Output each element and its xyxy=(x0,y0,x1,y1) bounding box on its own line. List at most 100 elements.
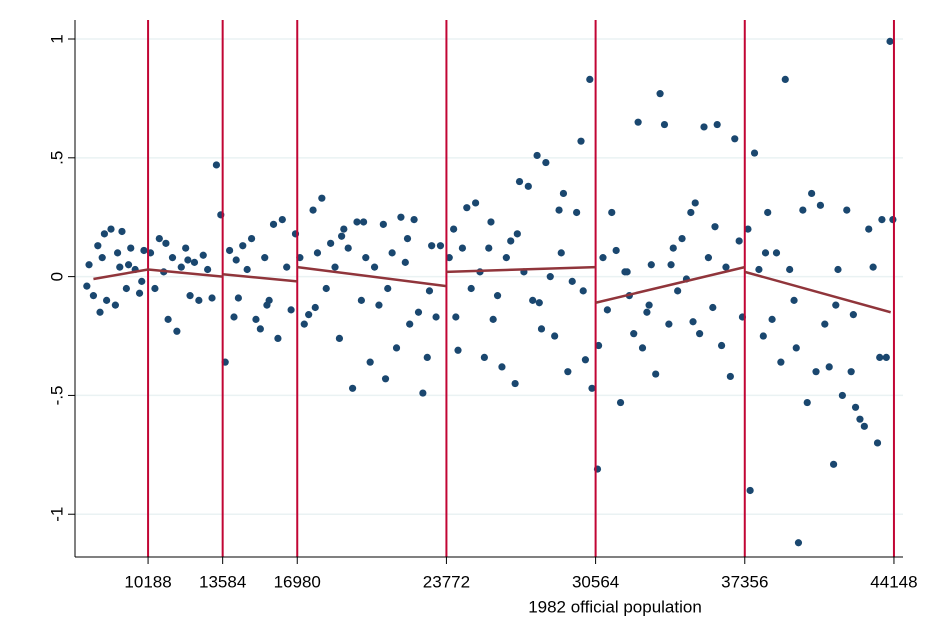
point xyxy=(665,320,673,328)
point xyxy=(261,254,269,262)
point xyxy=(555,206,563,214)
point xyxy=(239,242,247,250)
point xyxy=(735,237,743,245)
point xyxy=(168,254,177,262)
fit-line xyxy=(93,268,149,281)
y-tick-label: -1 xyxy=(47,507,66,522)
point xyxy=(381,375,390,383)
point xyxy=(140,246,148,255)
point xyxy=(103,296,111,304)
point xyxy=(750,149,759,157)
point xyxy=(98,254,106,262)
point xyxy=(608,208,616,217)
point xyxy=(744,225,752,233)
point xyxy=(599,254,607,262)
y-tick-label: .5 xyxy=(47,151,66,165)
point xyxy=(410,215,418,224)
point xyxy=(487,218,495,226)
point xyxy=(546,273,554,281)
point xyxy=(799,206,807,214)
point xyxy=(623,268,631,276)
point xyxy=(230,313,238,321)
point xyxy=(513,230,521,238)
point xyxy=(581,356,590,364)
point xyxy=(573,208,581,217)
point xyxy=(704,254,713,262)
point xyxy=(463,204,471,212)
point xyxy=(116,263,124,271)
point xyxy=(832,301,840,309)
point xyxy=(331,263,339,271)
x-axis-label: 1982 official population xyxy=(528,597,702,616)
point xyxy=(498,363,506,371)
point xyxy=(113,249,122,257)
point xyxy=(138,277,146,285)
point xyxy=(122,284,130,293)
point xyxy=(480,353,488,362)
point xyxy=(182,244,190,252)
point xyxy=(340,225,348,233)
point xyxy=(873,439,882,447)
point xyxy=(414,308,423,316)
point xyxy=(722,263,730,271)
point xyxy=(603,306,611,314)
point xyxy=(313,249,322,257)
x-tick-label: 13584 xyxy=(199,572,246,591)
fit-line xyxy=(744,270,892,314)
point xyxy=(790,296,798,304)
point xyxy=(838,391,846,400)
point xyxy=(173,327,181,335)
point xyxy=(458,244,467,252)
point xyxy=(564,368,572,376)
point xyxy=(551,332,559,340)
point xyxy=(177,263,185,271)
point xyxy=(843,206,851,214)
point xyxy=(384,284,392,293)
point xyxy=(406,320,414,328)
point xyxy=(252,315,260,323)
point xyxy=(764,208,772,217)
point xyxy=(419,389,427,397)
point xyxy=(397,213,405,221)
point xyxy=(232,256,240,264)
point xyxy=(370,263,379,271)
point xyxy=(151,284,159,293)
point xyxy=(865,225,873,233)
point xyxy=(344,244,352,252)
y-tick-label: -.5 xyxy=(47,386,66,406)
point xyxy=(687,208,695,217)
x-tick-label: 16980 xyxy=(274,572,321,591)
point xyxy=(529,296,537,304)
point xyxy=(366,358,374,366)
point xyxy=(85,261,93,269)
point xyxy=(524,182,532,190)
point xyxy=(794,539,803,547)
point xyxy=(100,230,109,238)
point xyxy=(869,263,877,271)
point xyxy=(634,118,642,126)
point xyxy=(226,246,234,255)
point xyxy=(256,325,264,333)
point xyxy=(263,301,271,309)
point xyxy=(643,308,651,316)
point xyxy=(234,294,242,302)
point xyxy=(423,353,431,362)
point xyxy=(338,232,346,240)
point xyxy=(507,237,515,245)
point xyxy=(847,368,855,376)
x-tick-label: 30564 xyxy=(572,572,619,591)
point xyxy=(731,135,739,143)
point xyxy=(768,315,776,323)
point xyxy=(696,330,704,338)
fit-line xyxy=(222,272,298,283)
point xyxy=(588,384,596,392)
point xyxy=(379,220,387,228)
point xyxy=(94,242,102,250)
fit-line xyxy=(297,265,447,288)
point xyxy=(882,353,890,362)
point xyxy=(647,261,655,269)
point xyxy=(781,75,789,84)
x-tick-label: 10188 xyxy=(124,572,171,591)
point xyxy=(83,282,91,290)
